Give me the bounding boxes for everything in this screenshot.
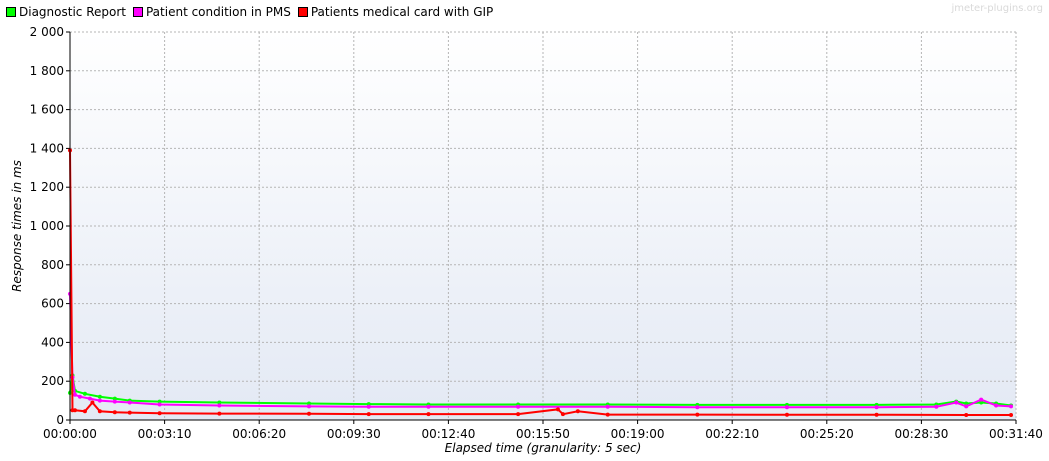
series-1: [68, 291, 1014, 410]
data-point: [366, 412, 371, 417]
legend-label-patients-medical-card: Patients medical card with GIP: [310, 5, 494, 19]
data-point: [964, 401, 969, 406]
y-tick-label: 1 400: [30, 141, 64, 155]
data-point: [979, 397, 984, 402]
data-point: [306, 404, 311, 409]
y-axis-title: Response times in ms: [10, 160, 24, 292]
data-point: [82, 409, 87, 414]
data-point: [516, 404, 521, 409]
x-tick-label: 00:03:10: [138, 427, 192, 441]
legend: Diagnostic Report Patient condition in P…: [6, 5, 500, 19]
data-point: [954, 400, 959, 405]
data-point: [157, 399, 162, 404]
x-tick-label: 00:19:00: [611, 427, 665, 441]
x-tick-label: 00:09:30: [327, 427, 381, 441]
y-tick-label: 0: [56, 413, 64, 427]
data-point: [72, 408, 77, 413]
legend-label-patient-condition: Patient condition in PMS: [145, 5, 291, 19]
data-point: [560, 412, 565, 417]
watermark: jmeter-plugins.org: [951, 3, 1043, 14]
data-point: [516, 412, 521, 417]
legend-label-diagnostic-report: Diagnostic Report: [19, 5, 126, 19]
data-point: [217, 411, 222, 416]
data-point: [157, 411, 162, 416]
series-group: [68, 148, 1014, 417]
x-axis-ticks: 00:00:00 00:03:10 00:06:20 00:09:30 00:12:40…: [43, 420, 1043, 441]
x-tick-label: 00:15:50: [516, 427, 570, 441]
legend-swatch-diagnostic-report: [6, 7, 16, 17]
y-axis-ticks: 0 200 400 600 800 1 000 1 200 1 400 1 600 1 800 2 …: [30, 25, 70, 427]
legend-item-diagnostic-report: Diagnostic Report: [6, 5, 126, 19]
data-point: [112, 410, 117, 415]
x-tick-label: 00:31:40: [989, 427, 1043, 441]
y-tick-label: 1 200: [30, 180, 64, 194]
data-point: [72, 392, 77, 397]
data-point: [979, 400, 984, 405]
x-axis-title: Elapsed time (granularity: 5 sec): [445, 441, 642, 455]
y-tick-label: 800: [41, 258, 64, 272]
data-point: [1009, 404, 1014, 409]
y-tick-label: 1 800: [30, 64, 64, 78]
y-tick-label: 2 000: [30, 25, 64, 39]
y-tick-label: 400: [41, 335, 64, 349]
data-point: [157, 402, 162, 407]
data-point: [964, 412, 969, 417]
data-point: [306, 401, 311, 406]
data-point: [87, 396, 92, 401]
x-tick-label: 00:00:00: [43, 427, 97, 441]
data-point: [217, 403, 222, 408]
data-point: [90, 400, 95, 405]
data-point: [874, 405, 879, 410]
data-point: [127, 400, 132, 405]
legend-item-patient-condition: Patient condition in PMS: [132, 5, 291, 19]
x-tick-label: 00:12:40: [421, 427, 475, 441]
data-point: [366, 404, 371, 409]
y-tick-label: 1 600: [30, 103, 64, 117]
x-tick-label: 00:06:20: [232, 427, 286, 441]
data-point: [426, 404, 431, 409]
data-point: [426, 412, 431, 417]
data-point: [97, 409, 102, 414]
y-tick-label: 600: [41, 297, 64, 311]
legend-item-patients-medical-card: Patients medical card with GIP: [297, 5, 494, 19]
grid: [70, 31, 1017, 420]
y-tick-label: 1 000: [30, 219, 64, 233]
data-point: [82, 391, 87, 396]
series-2: [68, 148, 1014, 417]
data-point: [127, 410, 132, 415]
data-point: [964, 404, 969, 409]
data-point: [555, 407, 560, 412]
x-tick-label: 00:28:30: [894, 427, 948, 441]
data-point: [306, 411, 311, 416]
data-point: [784, 405, 789, 410]
data-point: [97, 398, 102, 403]
data-point: [994, 403, 999, 408]
data-point: [575, 409, 580, 414]
data-point: [784, 412, 789, 417]
data-point: [695, 412, 700, 417]
data-point: [97, 394, 102, 399]
data-point: [217, 400, 222, 405]
data-point: [934, 404, 939, 409]
x-tick-label: 00:25:20: [800, 427, 854, 441]
data-point: [1009, 412, 1014, 417]
data-point: [605, 404, 610, 409]
data-point: [874, 412, 879, 417]
legend-swatch-patients-medical-card: [297, 7, 308, 17]
data-point: [112, 396, 117, 401]
data-point: [77, 394, 82, 399]
y-tick-label: 200: [41, 374, 64, 388]
x-tick-label: 00:22:10: [705, 427, 759, 441]
data-point: [695, 405, 700, 410]
legend-swatch-patient-condition: [132, 7, 143, 17]
data-point: [605, 412, 610, 417]
data-point: [112, 399, 117, 404]
